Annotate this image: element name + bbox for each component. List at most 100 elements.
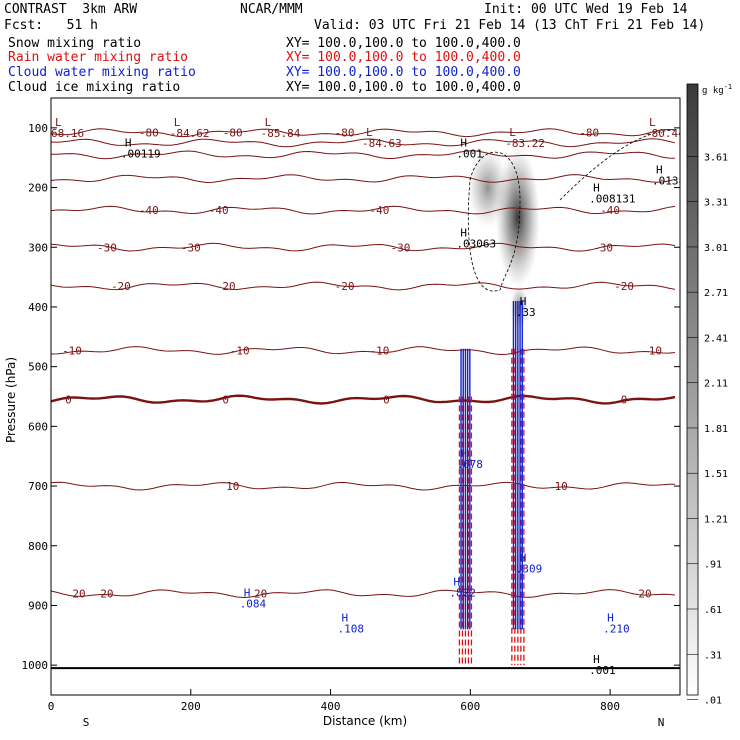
extremum-marker: H xyxy=(520,295,527,308)
isotherm-label: -40 xyxy=(370,204,390,217)
colorbar-label: 2.71 xyxy=(704,288,728,299)
extremum-value: -84.63 xyxy=(362,137,402,150)
field-label-snow: Snow mixing ratio xyxy=(8,36,142,51)
extremum-marker: L xyxy=(265,116,272,129)
colorbar-unit-base: g kg xyxy=(702,86,724,96)
field-xy-snow: XY= 100.0,100.0 to 100.0,400.0 xyxy=(286,36,521,51)
header-model: CONTRAST 3km ARW xyxy=(4,2,138,17)
extremum-value: .108 xyxy=(338,622,365,635)
cloud-ice-contour xyxy=(467,151,521,292)
x-tick-label: 800 xyxy=(600,700,620,713)
extremum-value: -84.62 xyxy=(170,127,210,140)
isotherm-line xyxy=(51,346,676,356)
x-axis-title: Distance (km) xyxy=(323,714,407,728)
isotherm-label: 20 xyxy=(638,588,651,601)
colorbar-label: .91 xyxy=(704,560,722,571)
extremum-value: -83.22 xyxy=(505,137,545,150)
header-valid-time: Valid: 03 UTC Fri 21 Feb 14 (13 ChT Fri … xyxy=(314,18,706,33)
isotherm-label: -40 xyxy=(209,204,229,217)
extremum-value: .210 xyxy=(603,622,630,635)
y-tick-label: 700 xyxy=(28,480,48,493)
extremum-value: .03063 xyxy=(456,237,496,250)
extremum-value: .678 xyxy=(456,458,483,471)
y-tick-label: 600 xyxy=(28,420,48,433)
extremum-marker: L xyxy=(55,116,62,129)
y-tick-label: 100 xyxy=(28,122,48,135)
colorbar-label: .31 xyxy=(704,650,722,661)
extremum-marker: H xyxy=(520,552,527,565)
snow-shading-secondary xyxy=(467,147,508,228)
y-tick-label: 800 xyxy=(28,540,48,553)
extremum-marker: H xyxy=(460,137,467,150)
extremum-marker: H xyxy=(656,164,663,177)
colorbar-label: .01 xyxy=(704,696,722,707)
colorbar-label: 1.21 xyxy=(704,514,728,525)
isotherm-label: -30 xyxy=(391,241,411,254)
extremum-value: .822 xyxy=(449,587,476,600)
isotherm-label: -80 xyxy=(139,127,159,140)
field-xy-rain: XY= 100.0,100.0 to 100.0,400.0 xyxy=(286,50,521,65)
extremum-marker: H xyxy=(244,586,251,599)
isotherm-line xyxy=(51,481,675,491)
field-label-cloud-water: Cloud water mixing ratio xyxy=(8,65,196,80)
extremum-marker: H xyxy=(607,611,614,624)
isotherm-label: -40 xyxy=(139,204,159,217)
isotherm-label: -10 xyxy=(642,345,662,358)
isotherm-label: -10 xyxy=(370,345,390,358)
isotherm-label: 0 xyxy=(222,393,229,406)
extremum-value: .309 xyxy=(516,563,543,576)
y-tick-label: 400 xyxy=(28,301,48,314)
isotherm-label: 0 xyxy=(65,393,72,406)
colorbar-label: .61 xyxy=(704,605,722,616)
x-tick-label: 400 xyxy=(321,700,341,713)
extremum-marker: H xyxy=(342,611,349,624)
extremum-value: .00119 xyxy=(121,148,161,161)
extremum-marker: L xyxy=(649,116,656,129)
isotherm-label: -30 xyxy=(593,241,613,254)
y-tick-label: 500 xyxy=(28,361,48,374)
field-label-cloud-ice: Cloud ice mixing ratio xyxy=(8,80,181,95)
isotherm-label: 0 xyxy=(621,393,628,406)
isotherm-label: 10 xyxy=(555,480,568,493)
x-tick-label: 0 xyxy=(48,700,55,713)
extremum-marker: H xyxy=(460,226,467,239)
extremum-marker: H xyxy=(460,447,467,460)
isotherm-line xyxy=(51,138,676,148)
y-tick-label: 900 xyxy=(28,599,48,612)
isotherm-label: -10 xyxy=(230,345,250,358)
colorbar-label: 1.81 xyxy=(704,424,728,435)
colorbar-label: 3.01 xyxy=(704,243,728,254)
extremum-marker: L xyxy=(174,116,181,129)
isotherm-label: -30 xyxy=(181,241,201,254)
isotherm-label: -80 xyxy=(335,127,355,140)
y-axis-title: Pressure (hPa) xyxy=(4,357,18,443)
field-label-rain: Rain water mixing ratio xyxy=(8,50,189,65)
cloud-ice-contour xyxy=(559,129,676,201)
isotherm-line xyxy=(51,589,676,599)
extremum-marker: H xyxy=(453,576,460,589)
colorbar-unit-exp: -1 xyxy=(724,83,732,91)
isotherm-line xyxy=(51,205,676,215)
isotherm-label: -20 xyxy=(111,280,131,293)
y-tick-label: 1000 xyxy=(22,659,49,672)
extremum-marker: L xyxy=(366,126,373,139)
snow-shading-lower xyxy=(510,284,529,329)
isotherm-label: -20 xyxy=(216,280,236,293)
extremum-value: .001 xyxy=(589,664,616,677)
isotherm-label: -30 xyxy=(97,241,117,254)
colorbar-label: 3.61 xyxy=(704,152,728,163)
extremum-value: .084 xyxy=(240,597,267,610)
colorbar xyxy=(686,83,699,696)
isotherm-label: 10 xyxy=(226,480,239,493)
direction-north-label: N xyxy=(658,716,665,729)
colorbar-label: 3.31 xyxy=(704,198,728,209)
field-xy-cloud-ice: XY= 100.0,100.0 to 100.0,400.0 xyxy=(286,80,521,95)
colorbar-label: 2.11 xyxy=(704,379,728,390)
isotherm-line xyxy=(51,242,676,252)
extremum-value: -80.44 xyxy=(645,127,685,140)
y-tick-label: 300 xyxy=(28,241,48,254)
isotherm-line xyxy=(51,128,676,138)
extremum-marker: H xyxy=(125,137,132,150)
extremum-marker: H xyxy=(593,182,600,195)
